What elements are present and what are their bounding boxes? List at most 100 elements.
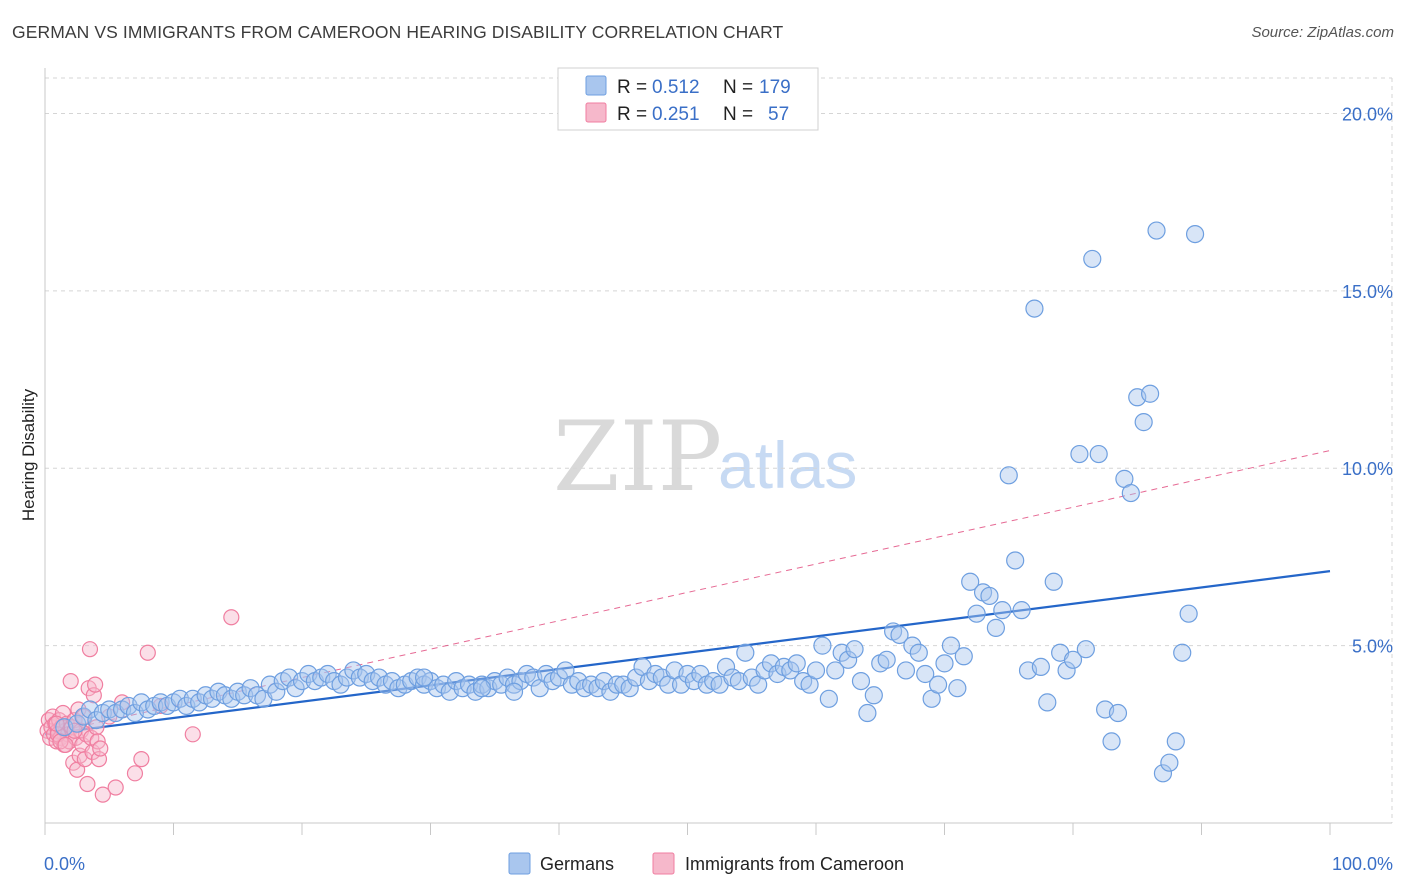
point-germans bbox=[903, 636, 922, 655]
point-germans bbox=[858, 703, 877, 723]
legend-n-label-2: N = bbox=[723, 104, 753, 125]
legend-n-value-2: 57 bbox=[768, 104, 789, 125]
y-tick-label-2: 15.0% bbox=[1342, 282, 1393, 302]
point-germans bbox=[864, 686, 883, 705]
legend-r-value-2: 0.251 bbox=[652, 104, 700, 125]
point-germans bbox=[87, 711, 106, 730]
watermark-zip: ZIP bbox=[553, 401, 722, 513]
y-tick-label-0: 5.0% bbox=[1352, 637, 1393, 657]
point-germans bbox=[948, 679, 967, 698]
point-germans bbox=[337, 668, 357, 687]
bottom-legend-swatch-germans bbox=[508, 852, 531, 875]
point-germans bbox=[845, 640, 864, 659]
bottom-legend-label-germans: Germans bbox=[540, 854, 614, 874]
point-germans bbox=[896, 661, 916, 680]
point-germans bbox=[1166, 732, 1185, 751]
point-cameroon bbox=[223, 609, 240, 626]
legend-r-label-2: R = bbox=[617, 104, 647, 125]
point-germans bbox=[1025, 299, 1044, 318]
point-germans bbox=[781, 661, 800, 680]
point-cameroon bbox=[79, 775, 96, 793]
point-germans bbox=[472, 679, 491, 698]
point-germans bbox=[318, 664, 337, 684]
point-germans bbox=[1147, 221, 1166, 240]
point-germans bbox=[1179, 604, 1198, 623]
x-tick-label-0: 0.0% bbox=[44, 854, 85, 874]
point-germans bbox=[1076, 640, 1095, 659]
point-germans bbox=[1134, 413, 1153, 432]
point-germans bbox=[999, 466, 1018, 485]
point-germans bbox=[916, 664, 935, 684]
point-germans bbox=[331, 675, 350, 694]
point-germans bbox=[967, 604, 986, 623]
legend-n-label-1: N = bbox=[723, 77, 753, 98]
point-cameroon bbox=[126, 765, 144, 782]
point-germans bbox=[1140, 384, 1160, 403]
point-germans bbox=[1006, 551, 1025, 570]
trend-line-germans bbox=[44, 570, 1331, 736]
point-germans bbox=[787, 654, 806, 673]
point-cameroon bbox=[94, 786, 111, 803]
point-germans bbox=[1089, 444, 1108, 464]
point-germans bbox=[928, 675, 948, 694]
point-germans bbox=[414, 668, 434, 687]
point-germans bbox=[1070, 444, 1089, 464]
x-tick-label-1: 100.0% bbox=[1332, 854, 1393, 874]
legend-r-label-1: R = bbox=[617, 77, 647, 98]
point-germans bbox=[170, 689, 190, 708]
point-germans bbox=[851, 671, 871, 691]
point-germans bbox=[806, 661, 826, 680]
y-tick-label-3: 20.0% bbox=[1342, 104, 1393, 124]
point-germans bbox=[826, 661, 845, 680]
point-germans bbox=[1038, 693, 1057, 712]
point-cameroon bbox=[92, 740, 109, 757]
point-cameroon bbox=[88, 719, 105, 736]
point-germans bbox=[813, 636, 832, 655]
point-germans bbox=[819, 689, 838, 708]
point-germans bbox=[716, 657, 736, 677]
point-germans bbox=[839, 650, 858, 669]
point-germans bbox=[1121, 483, 1140, 503]
point-germans bbox=[1153, 764, 1173, 783]
y-tick-label-1: 10.0% bbox=[1342, 459, 1393, 479]
watermark: ZIP atlas bbox=[553, 401, 857, 513]
point-germans bbox=[1012, 601, 1031, 620]
point-germans bbox=[1108, 703, 1128, 723]
point-cameroon bbox=[139, 644, 156, 661]
legend-n-value-1: 179 bbox=[759, 77, 791, 98]
point-germans bbox=[1160, 753, 1179, 772]
legend-swatch-cameroon bbox=[585, 102, 607, 123]
point-germans bbox=[980, 586, 999, 606]
point-germans bbox=[267, 682, 286, 701]
point-germans bbox=[241, 679, 260, 698]
legend-r-value-1: 0.512 bbox=[652, 77, 700, 98]
point-cameroon bbox=[62, 672, 79, 690]
bottom-legend-swatch-cameroon bbox=[652, 852, 675, 875]
bottom-legend: Germans Immigrants from Cameroon bbox=[508, 852, 904, 875]
point-cameroon bbox=[107, 779, 124, 796]
point-germans bbox=[1173, 643, 1192, 662]
series-germans-points bbox=[55, 221, 1205, 783]
point-germans bbox=[941, 636, 961, 655]
y-axis-title: Hearing Disability bbox=[19, 388, 38, 521]
legend-swatch-germans bbox=[585, 75, 607, 96]
point-germans bbox=[890, 625, 909, 645]
point-cameroon bbox=[57, 736, 74, 754]
point-germans bbox=[286, 679, 305, 698]
point-germans bbox=[504, 682, 524, 701]
point-cameroon bbox=[133, 751, 150, 768]
point-germans bbox=[909, 643, 928, 662]
point-germans bbox=[736, 643, 755, 662]
point-cameroon bbox=[75, 708, 92, 725]
bottom-legend-label-cameroon: Immigrants from Cameroon bbox=[685, 854, 904, 874]
x-tick-labels: 0.0% 100.0% bbox=[44, 854, 1393, 874]
point-germans bbox=[678, 664, 697, 684]
point-cameroon bbox=[184, 726, 201, 743]
point-germans bbox=[1044, 572, 1063, 591]
point-germans bbox=[1102, 732, 1121, 751]
point-germans bbox=[1063, 650, 1083, 669]
point-germans bbox=[954, 647, 973, 666]
point-germans bbox=[1057, 661, 1076, 680]
point-germans bbox=[292, 671, 312, 691]
